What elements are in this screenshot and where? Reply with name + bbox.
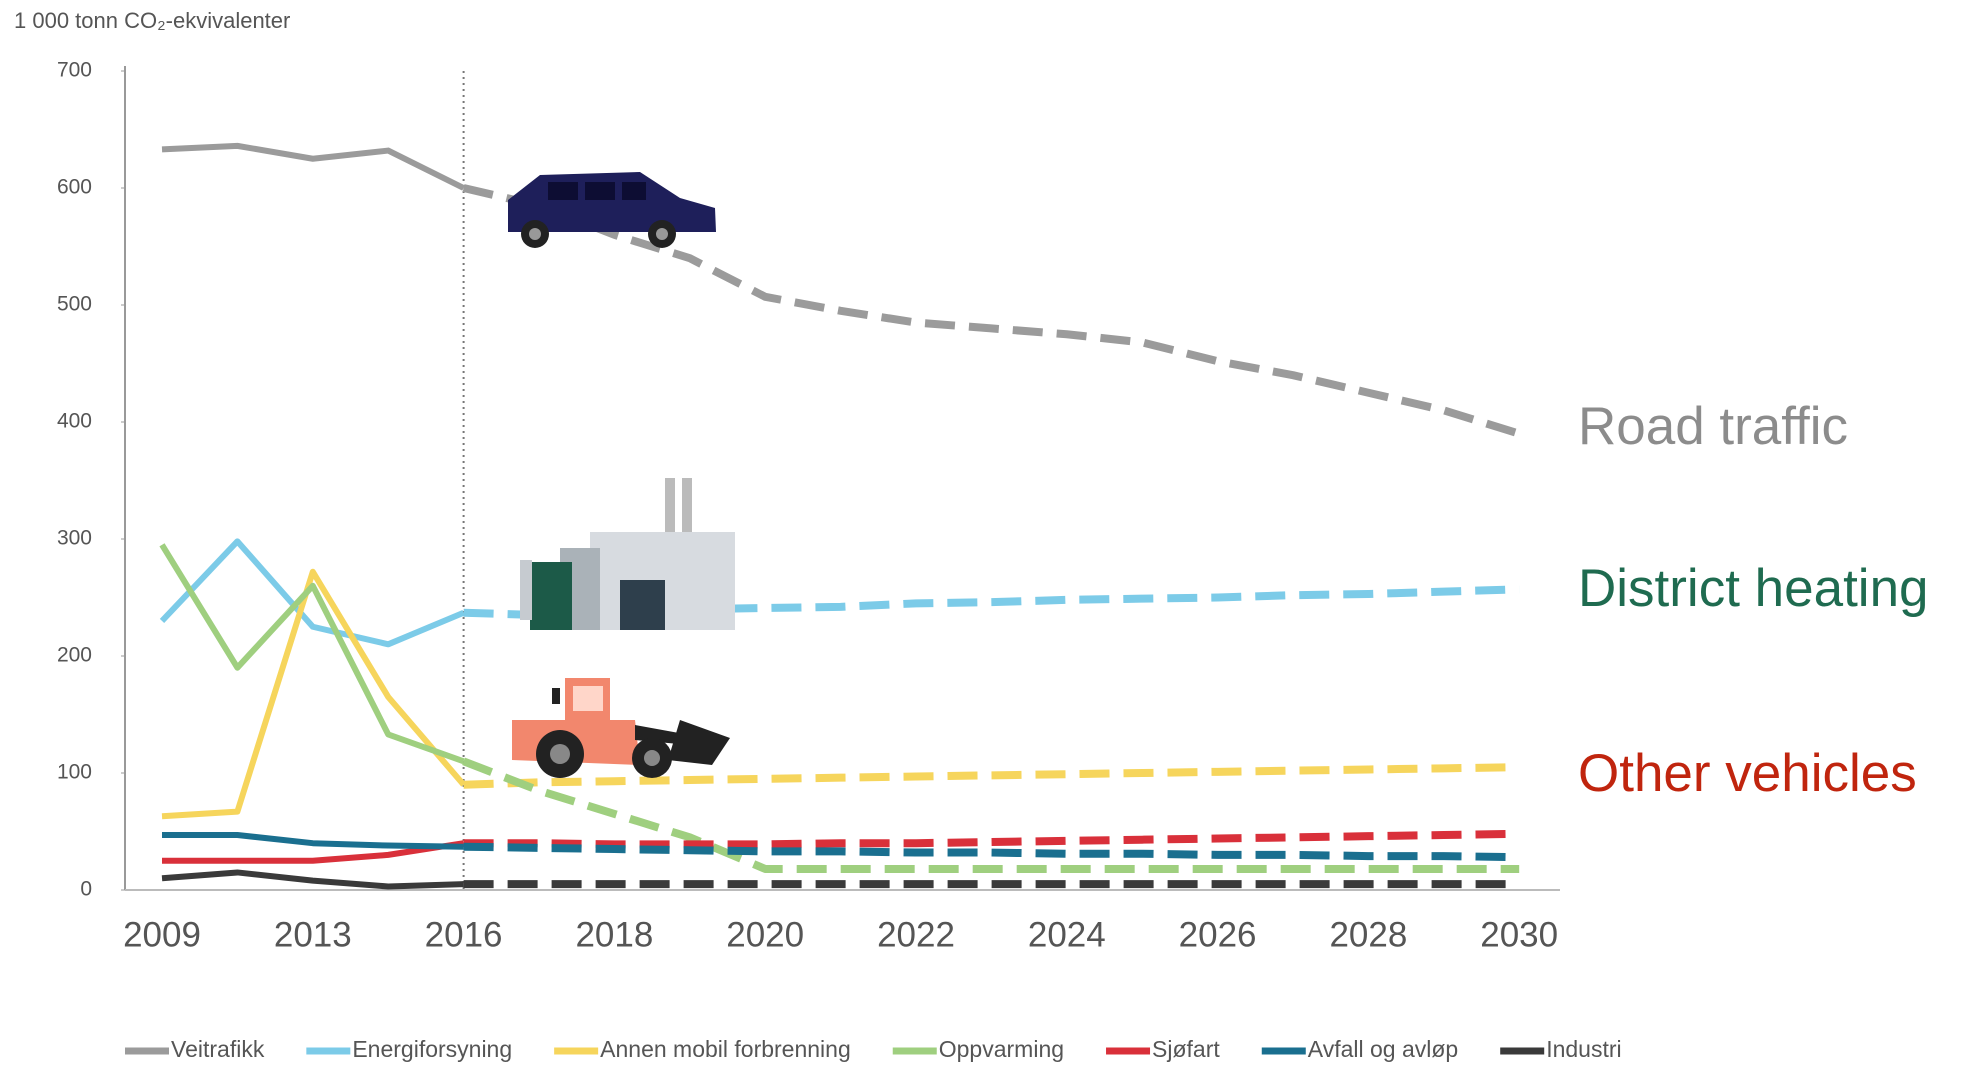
y-tick-label: 300: [57, 527, 92, 550]
x-tick-label: 2022: [877, 915, 955, 954]
legend-label: Avfall og avløp: [1308, 1036, 1458, 1062]
projection-line: [463, 842, 1520, 862]
x-tick-label: 2009: [123, 915, 201, 954]
legend-label: Annen mobil forbrenning: [600, 1036, 851, 1062]
history-line: [161, 869, 464, 890]
annotation: District heating: [1578, 559, 1929, 618]
building-icon: [520, 478, 735, 630]
y-tick-label: 100: [57, 761, 92, 784]
x-tick-label: 2028: [1329, 915, 1407, 954]
legend-label: Industri: [1546, 1036, 1621, 1062]
icons: [508, 172, 735, 778]
y-tick-label: 700: [57, 59, 92, 82]
history-line: [161, 142, 465, 191]
projection-line: [463, 829, 1520, 849]
x-tick-label: 2030: [1480, 915, 1558, 954]
y-tick-label: 200: [57, 644, 92, 667]
x-tick-label: 2013: [274, 915, 352, 954]
y-tick-label: 400: [57, 410, 92, 433]
annotation: Other vehicles: [1578, 744, 1917, 803]
car-icon: [508, 172, 716, 248]
loader-icon: [512, 678, 730, 778]
history-line: [162, 840, 465, 864]
history-line: [162, 832, 464, 850]
x-tick-label: 2016: [425, 915, 503, 954]
legend-label: Sjøfart: [1152, 1036, 1220, 1062]
y-tick-label: 600: [57, 176, 92, 199]
history-line: [159, 543, 465, 765]
y-tick-label: 500: [57, 293, 92, 316]
legend-label: Oppvarming: [939, 1036, 1064, 1062]
history-line: [161, 568, 466, 820]
x-tick-label: 2026: [1179, 915, 1257, 954]
x-tick-label: 2020: [726, 915, 804, 954]
annotation: Road traffic: [1578, 397, 1848, 456]
legend-label: Energiforsyning: [352, 1036, 512, 1062]
projection-line: [462, 184, 1521, 438]
x-tick-label: 2024: [1028, 915, 1106, 954]
y-axis-label: 1 000 tonn CO₂-ekvivalenter: [14, 8, 290, 33]
projection-line: [463, 763, 1520, 789]
projection-line: [462, 757, 1520, 873]
y-tick-label: 0: [80, 878, 92, 901]
history-line: [159, 538, 465, 648]
x-tick-label: 2018: [575, 915, 653, 954]
legend-label: Veitrafikk: [171, 1036, 265, 1062]
